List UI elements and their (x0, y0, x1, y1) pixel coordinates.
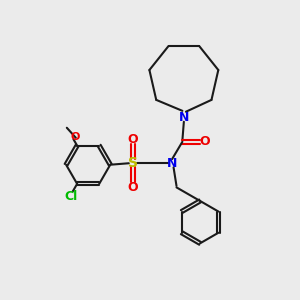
Text: N: N (179, 111, 189, 124)
Text: O: O (200, 135, 210, 148)
Text: O: O (128, 133, 138, 146)
Text: Cl: Cl (64, 190, 78, 203)
Text: S: S (128, 156, 138, 170)
Text: N: N (167, 157, 177, 170)
Text: O: O (128, 181, 138, 194)
Text: O: O (70, 132, 80, 142)
